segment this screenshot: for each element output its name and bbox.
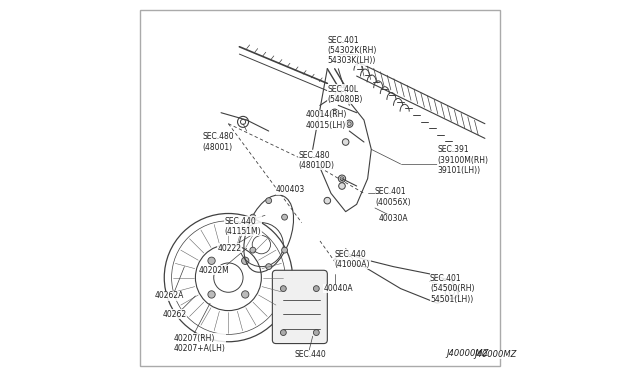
Text: SEC.401
(54500(RH)
54501(LH)): SEC.401 (54500(RH) 54501(LH)) xyxy=(430,274,474,304)
Circle shape xyxy=(282,247,287,253)
Circle shape xyxy=(208,291,215,298)
Text: SEC.440
(41000A): SEC.440 (41000A) xyxy=(335,250,370,269)
Circle shape xyxy=(266,198,271,203)
Text: J40000MZ: J40000MZ xyxy=(446,349,488,358)
Circle shape xyxy=(250,247,256,253)
Circle shape xyxy=(335,91,342,98)
Text: 40222: 40222 xyxy=(218,244,241,253)
Text: SEC.440
(41151M): SEC.440 (41151M) xyxy=(225,217,261,236)
Text: SEC.440: SEC.440 xyxy=(294,350,326,359)
Text: 40030A: 40030A xyxy=(379,215,408,224)
Circle shape xyxy=(280,286,286,292)
Text: 40040A: 40040A xyxy=(324,284,353,293)
Circle shape xyxy=(250,214,256,220)
Circle shape xyxy=(241,291,249,298)
Text: SEC.401
(40056X): SEC.401 (40056X) xyxy=(375,187,411,207)
Circle shape xyxy=(280,330,286,336)
FancyBboxPatch shape xyxy=(140,10,500,366)
Circle shape xyxy=(342,139,349,145)
Text: SEC.391
(39100M(RH)
39101(LH)): SEC.391 (39100M(RH) 39101(LH)) xyxy=(437,145,488,175)
Circle shape xyxy=(339,175,346,182)
Circle shape xyxy=(266,264,271,270)
Text: SEC.480
(48001): SEC.480 (48001) xyxy=(203,132,234,152)
Circle shape xyxy=(346,120,353,127)
Text: 40262A: 40262A xyxy=(155,291,184,301)
Circle shape xyxy=(314,286,319,292)
FancyBboxPatch shape xyxy=(273,270,327,344)
Text: SEC.40L
(54080B): SEC.40L (54080B) xyxy=(327,85,363,104)
Text: SEC.401
(54302K(RH)
54303K(LH)): SEC.401 (54302K(RH) 54303K(LH)) xyxy=(327,35,377,65)
Circle shape xyxy=(241,257,249,264)
Circle shape xyxy=(282,214,287,220)
Text: J40000MZ: J40000MZ xyxy=(474,350,516,359)
Text: 40262: 40262 xyxy=(163,310,186,319)
Text: 40014(RH)
40015(LH): 40014(RH) 40015(LH) xyxy=(305,110,347,130)
Text: 400403: 400403 xyxy=(276,185,305,194)
Text: SEC.480
(48010D): SEC.480 (48010D) xyxy=(298,151,334,170)
Circle shape xyxy=(324,198,331,204)
Circle shape xyxy=(339,183,346,189)
Circle shape xyxy=(331,109,339,116)
Circle shape xyxy=(208,257,215,264)
Text: 40207(RH)
40207+A(LH): 40207(RH) 40207+A(LH) xyxy=(173,334,225,353)
Text: 40202M: 40202M xyxy=(199,266,230,275)
Circle shape xyxy=(314,330,319,336)
